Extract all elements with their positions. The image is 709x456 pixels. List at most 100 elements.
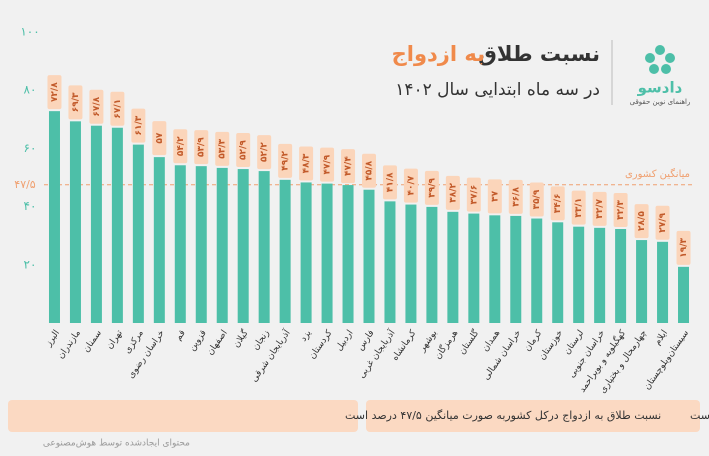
value-label-box xyxy=(299,146,314,181)
value-label: ۲۸/۵ xyxy=(637,211,647,231)
bar xyxy=(321,183,333,323)
bar xyxy=(258,171,270,323)
value-label-box xyxy=(382,165,397,200)
value-label: ۳۵/۹ xyxy=(532,189,542,209)
value-label: ۳۹/۹ xyxy=(427,178,437,198)
value-label: ۳۷/۶ xyxy=(469,185,479,205)
bar xyxy=(552,222,564,323)
value-label-box xyxy=(362,153,376,188)
note-box xyxy=(366,400,700,432)
value-label: ۳۲/۷ xyxy=(595,198,605,218)
y-tick-label: ۱۰۰ xyxy=(20,25,39,39)
bar xyxy=(48,111,60,323)
value-label-box xyxy=(152,121,167,156)
logo-dot xyxy=(665,53,675,63)
bar xyxy=(237,169,249,323)
note: میبت نر ضیران به ازای هر ۲ ازدواج حداقل … xyxy=(690,409,709,422)
value-label-box xyxy=(110,91,125,126)
bar xyxy=(384,201,396,323)
value-label: ۵۳/۹ xyxy=(197,137,207,157)
bar xyxy=(468,213,480,323)
logo xyxy=(645,45,675,74)
value-label: ۳۲/۳ xyxy=(616,200,626,220)
value-label: ۴۰/۷ xyxy=(406,175,416,195)
value-label: ۴۱/۸ xyxy=(385,172,395,192)
value-label-box xyxy=(194,130,209,165)
bar xyxy=(531,218,543,323)
value-label: ۶۷/۸ xyxy=(92,96,102,116)
value-label-box xyxy=(550,186,565,221)
value-label-box xyxy=(68,85,83,120)
chart-subtitle: در سه ماه ابتدایی سال ۱۴۰۲ xyxy=(395,80,600,100)
value-label: ۵۲/۲ xyxy=(260,142,270,162)
chart-title-highlight: به ازدواج xyxy=(392,42,485,67)
value-label: ۳۶/۸ xyxy=(511,187,521,207)
note-box xyxy=(8,400,358,432)
value-label-box xyxy=(236,133,251,168)
value-label: ۴۷/۹ xyxy=(323,154,333,174)
value-label-box xyxy=(173,129,188,164)
value-label-box xyxy=(466,177,481,212)
y-tick-label: ۸۰ xyxy=(24,83,37,97)
bar xyxy=(573,226,585,323)
y-tick-label: ۲۰ xyxy=(24,257,37,271)
value-label: ۶۹/۳ xyxy=(71,92,81,112)
value-label-box xyxy=(613,193,628,228)
bar xyxy=(174,165,186,323)
bar xyxy=(342,185,354,323)
brand-tagline: راهنمای نوین حقوقی xyxy=(630,98,691,106)
logo-dot xyxy=(655,45,665,55)
value-label-box xyxy=(508,179,523,214)
bar xyxy=(657,241,669,323)
value-label: ۴۹/۲ xyxy=(281,150,291,170)
bar xyxy=(279,179,291,323)
reference-label: ۴۷/۵ xyxy=(14,178,36,191)
brand: دادسو xyxy=(637,79,683,97)
reference-name: میانگین کشوری xyxy=(625,168,690,180)
footer: محتوای ایجادشده توسط هوش‌مصنوعی xyxy=(43,439,190,449)
y-tick-label: ۴۰ xyxy=(24,199,37,213)
value-label: ۶۱/۳ xyxy=(134,115,144,135)
value-label: ۳۴/۶ xyxy=(553,193,563,213)
value-label-box xyxy=(257,135,272,170)
bar xyxy=(489,215,501,323)
value-label-box xyxy=(529,182,544,217)
value-label-box xyxy=(571,190,586,225)
bar xyxy=(363,189,375,323)
bar xyxy=(195,166,207,323)
bar xyxy=(510,215,522,323)
value-label-box xyxy=(403,168,418,203)
value-label: ۴۵/۸ xyxy=(365,160,375,180)
value-label-box xyxy=(89,89,104,124)
value-label: ۵۴/۲ xyxy=(176,136,186,156)
value-label: ۵۲/۹ xyxy=(239,140,249,160)
bar xyxy=(615,229,627,323)
chart-title: نسبت طلاق xyxy=(478,42,600,66)
value-label-box xyxy=(445,175,460,210)
bar xyxy=(426,206,438,323)
value-label: ۲۷/۹ xyxy=(658,212,668,232)
bar xyxy=(678,266,690,323)
bar xyxy=(153,157,165,323)
bar xyxy=(90,125,102,324)
value-label: ۳۳/۱ xyxy=(574,198,584,218)
logo-dot xyxy=(661,64,671,74)
value-label-box xyxy=(676,230,691,265)
value-label-box xyxy=(655,205,670,240)
bar xyxy=(132,144,144,323)
value-label-box xyxy=(341,149,356,184)
bar xyxy=(69,121,81,323)
bar xyxy=(405,204,417,323)
value-label: ۵۷ xyxy=(155,132,165,143)
bar xyxy=(300,182,312,323)
logo-dot xyxy=(649,64,659,74)
logo-dot xyxy=(645,53,655,63)
value-label: ۴۷/۴ xyxy=(344,156,354,176)
value-label: ۱۹/۳ xyxy=(679,237,689,257)
value-label: ۴۸/۳ xyxy=(302,153,312,173)
bar xyxy=(216,167,228,323)
value-label-box xyxy=(215,131,230,166)
bar xyxy=(447,211,459,323)
value-label: ۳۷ xyxy=(490,190,500,201)
